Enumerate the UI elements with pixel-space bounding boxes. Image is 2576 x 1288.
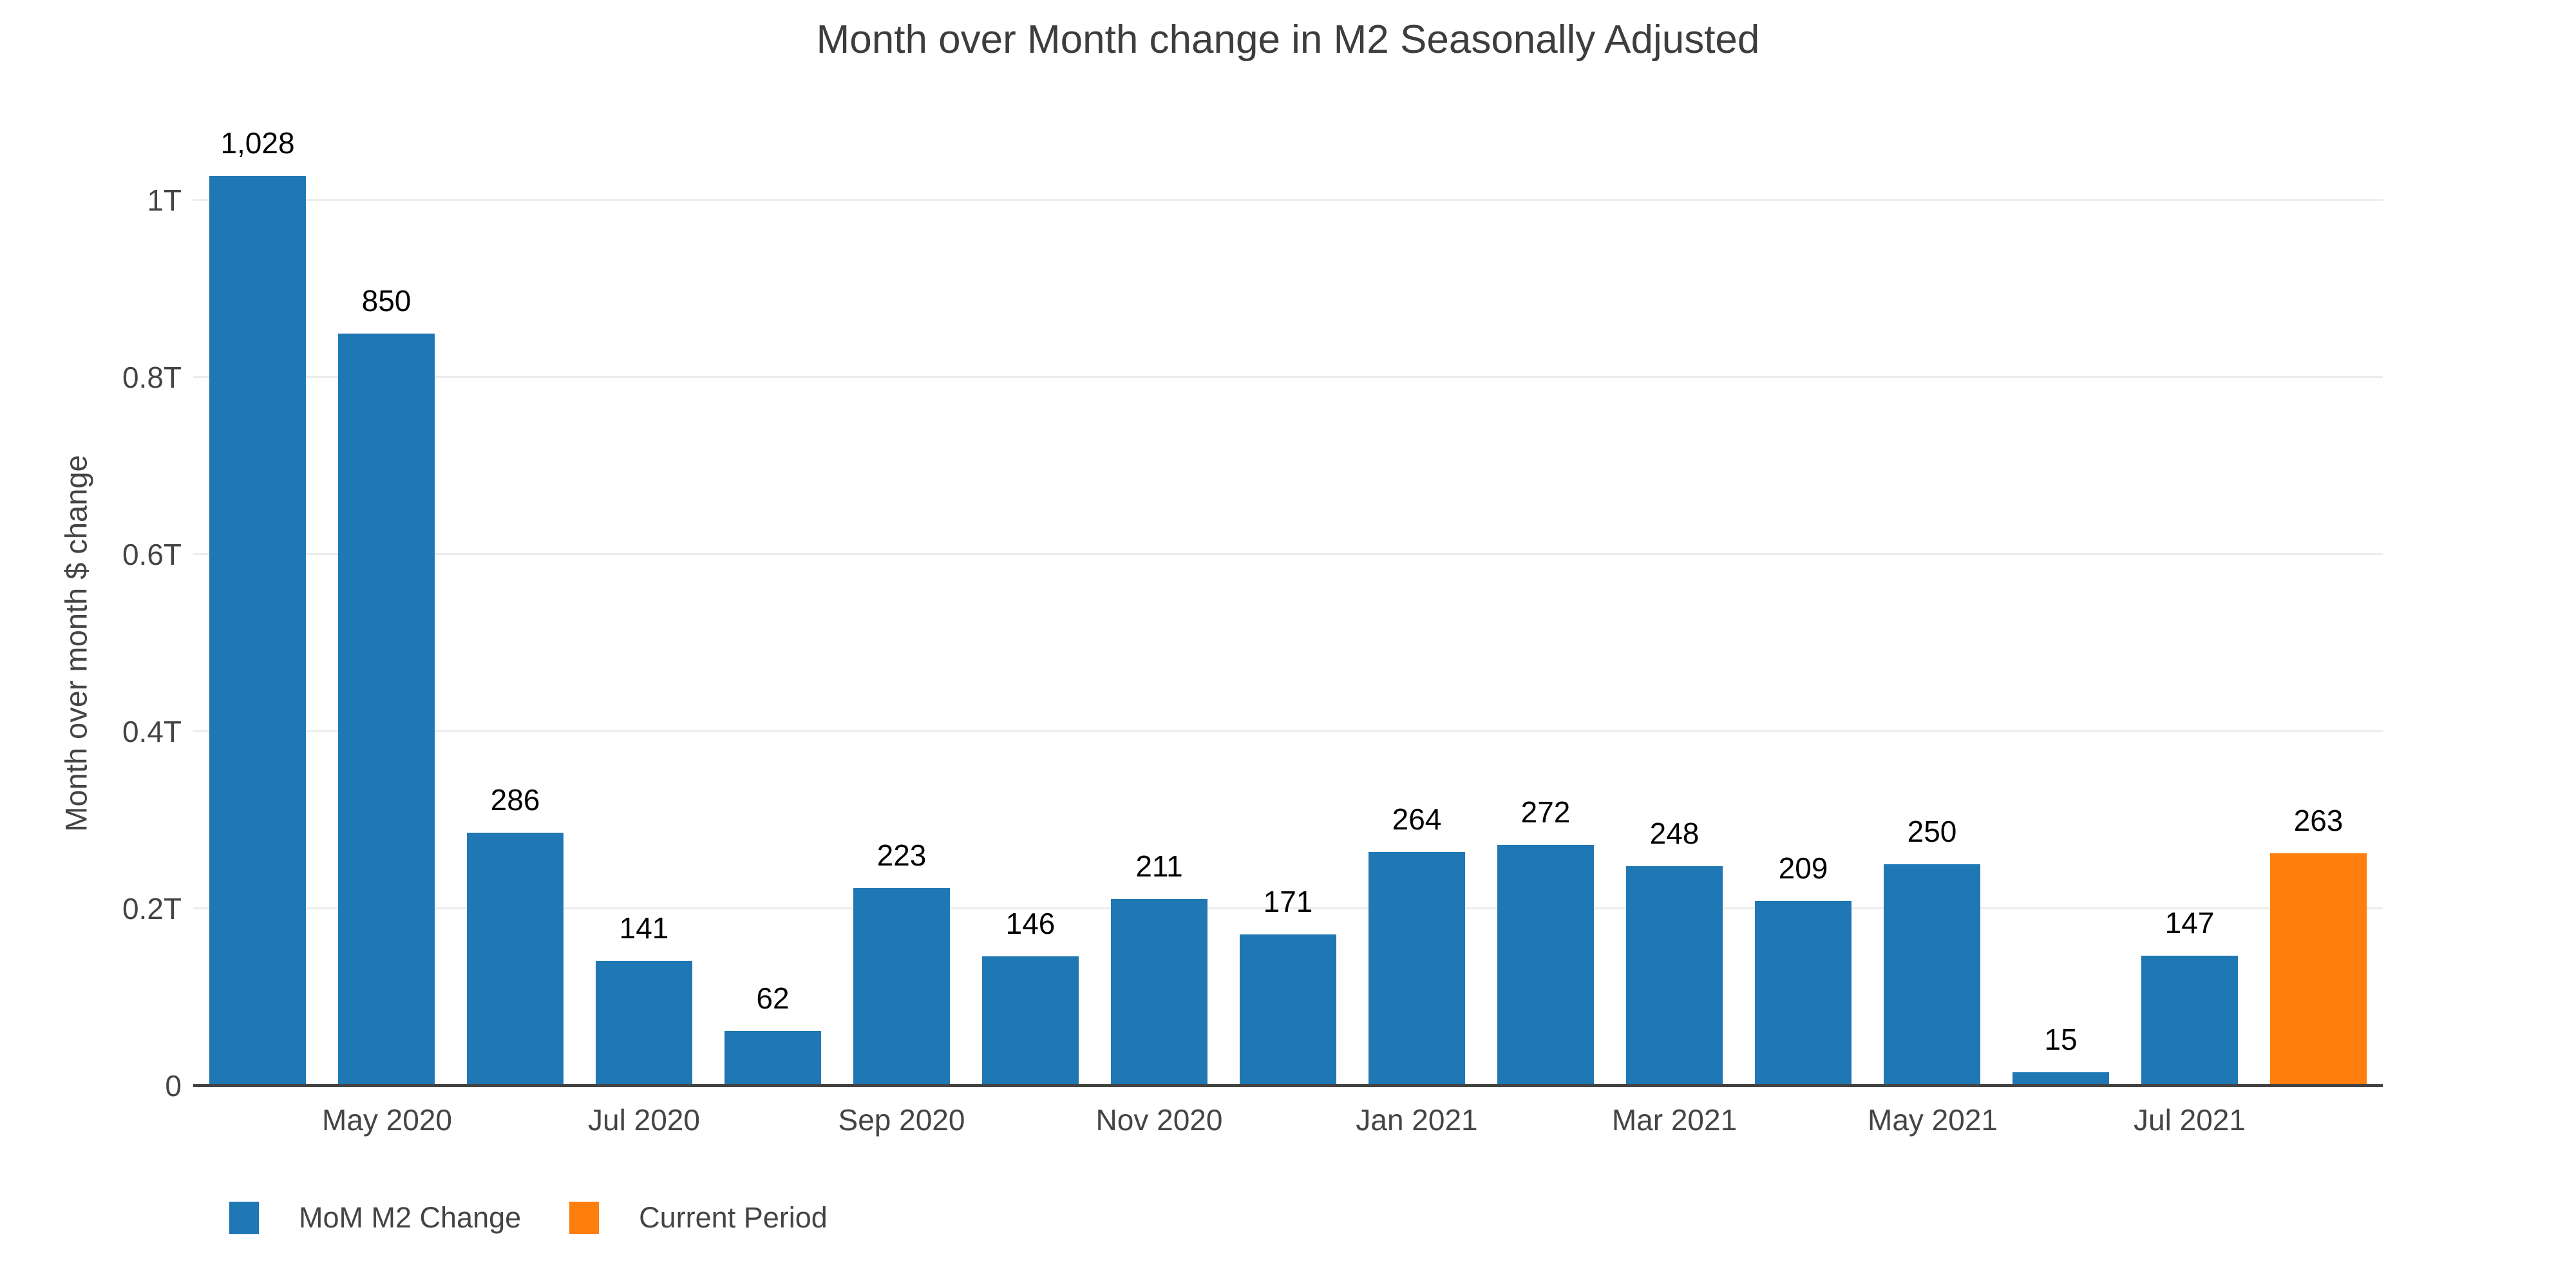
bar[interactable]: [1626, 866, 1723, 1086]
bar-value-label: 263: [2293, 803, 2344, 837]
bar-slot: 62: [708, 155, 837, 1086]
bar[interactable]: [596, 961, 692, 1086]
gridline: [193, 730, 2383, 733]
bar[interactable]: [724, 1030, 821, 1086]
legend-label: Current Period: [639, 1201, 828, 1234]
bar[interactable]: [338, 333, 435, 1086]
y-tick-label: 1T: [147, 184, 182, 218]
bar-slot: 171: [1224, 155, 1352, 1086]
bar[interactable]: [982, 956, 1079, 1086]
x-tick-label: Nov 2020: [1095, 1103, 1223, 1137]
bar-slot: 211: [1095, 155, 1224, 1086]
bar-value-label: 15: [2044, 1023, 2078, 1057]
x-tick-label: May 2021: [1868, 1103, 1998, 1137]
bar-slot: 263: [2254, 155, 2383, 1086]
x-tick-label: Jul 2021: [2134, 1103, 2246, 1137]
legend-item-mom-m2-change[interactable]: MoM M2 Change: [229, 1202, 521, 1234]
plot-area: 1,028 850 286 141 62 223 146 211 171 264 272 248 209…: [193, 126, 2383, 1087]
bar-slot: 209: [1739, 155, 1868, 1086]
y-tick-label: 0.6T: [122, 538, 182, 572]
bar-value-label: 211: [1135, 849, 1183, 883]
legend: MoM M2 Change Current Period: [229, 1202, 828, 1234]
bar-value-label: 286: [490, 782, 540, 817]
bar-slot: 147: [2125, 155, 2254, 1086]
bar[interactable]: [1368, 852, 1465, 1086]
legend-label: MoM M2 Change: [299, 1201, 522, 1234]
y-tick-label: 0.8T: [122, 361, 182, 395]
bar-slot: 250: [1868, 155, 1996, 1086]
bar-slot: 15: [1996, 155, 2125, 1086]
bar[interactable]: [1240, 934, 1336, 1086]
bar-value-label: 171: [1263, 884, 1313, 918]
bar[interactable]: [1884, 864, 1980, 1086]
bar[interactable]: [2012, 1072, 2109, 1086]
legend-color-swatch: [229, 1202, 259, 1234]
y-tick-label: 0.4T: [122, 715, 182, 749]
gridline: [193, 376, 2383, 379]
bar-value-label: 272: [1520, 795, 1571, 829]
y-tick-label: 0.2T: [122, 892, 182, 926]
x-tick-label: Mar 2021: [1611, 1103, 1738, 1137]
legend-item-current-period[interactable]: Current Period: [569, 1202, 828, 1234]
gridline: [193, 553, 2383, 556]
x-tick-label: May 2020: [322, 1103, 453, 1137]
bar-value-label: 1,028: [220, 126, 295, 160]
x-tick-label: Jan 2021: [1356, 1103, 1478, 1137]
bar-slot: 264: [1352, 155, 1481, 1086]
bar-value-label: 209: [1778, 851, 1828, 885]
bar-value-label: 223: [876, 838, 927, 873]
chart-title: Month over Month change in M2 Seasonally…: [816, 17, 1760, 62]
bar[interactable]: [209, 176, 306, 1086]
bar-value-label: 248: [1649, 817, 1700, 851]
y-axis-title: Month over month $ change: [59, 455, 93, 832]
bar-value-label: 62: [756, 981, 790, 1015]
bar-slot: 248: [1610, 155, 1739, 1086]
bar-value-label: 850: [361, 283, 412, 317]
bar[interactable]: [1755, 900, 1852, 1086]
bar[interactable]: [467, 832, 564, 1086]
bar-slot: 141: [580, 155, 708, 1086]
x-tick-label: Sep 2020: [838, 1103, 965, 1137]
gridline: [193, 907, 2383, 910]
bar-slot: 286: [451, 155, 580, 1086]
bar[interactable]: [2141, 955, 2238, 1086]
bar-value-label: 264: [1392, 802, 1442, 837]
bar-value-label: 141: [619, 911, 669, 945]
x-tick-label: Jul 2020: [588, 1103, 700, 1137]
x-axis-line: [193, 1084, 2383, 1087]
bar[interactable]: [1111, 898, 1208, 1086]
bar-slot: 223: [837, 155, 966, 1086]
bar-current-period[interactable]: [2270, 853, 2367, 1086]
bar-slot: 146: [966, 155, 1095, 1086]
bar-value-label: 250: [1907, 815, 1957, 849]
bar[interactable]: [1497, 845, 1594, 1086]
bar-slot: 1,028: [193, 126, 322, 1086]
bar[interactable]: [853, 888, 950, 1086]
y-tick-label: 0: [165, 1069, 182, 1103]
legend-color-swatch: [569, 1202, 600, 1234]
bar-slot: 850: [322, 155, 451, 1086]
bar-slot: 272: [1481, 155, 1610, 1086]
bar-value-label: 146: [1005, 907, 1056, 941]
gridline: [193, 199, 2383, 202]
bar-value-label: 147: [2164, 905, 2215, 940]
